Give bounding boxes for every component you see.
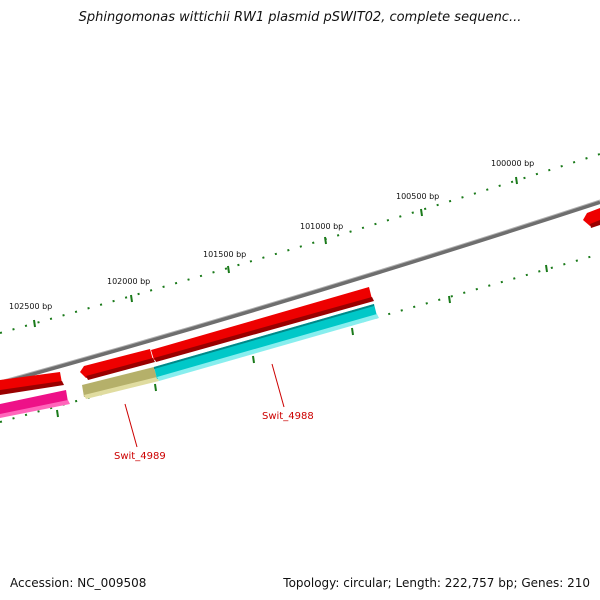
forward-feature[interactable] bbox=[0, 372, 64, 395]
outer-tick-ring bbox=[0, 153, 600, 334]
forward-feature[interactable] bbox=[151, 287, 374, 362]
gene-callout-line bbox=[124, 403, 138, 448]
reverse-feature-olive[interactable] bbox=[82, 367, 159, 399]
major-ticks bbox=[33, 176, 548, 418]
forward-feature[interactable] bbox=[583, 208, 600, 228]
gene-label-swit-4989[interactable]: Swit_4989 bbox=[114, 451, 166, 462]
tick-label: 102000 bp bbox=[107, 277, 150, 286]
backbone-line bbox=[0, 200, 600, 385]
gene-label-swit-4988[interactable]: Swit_4988 bbox=[262, 411, 314, 422]
map-title: Sphingomonas wittichii RW1 plasmid pSWIT… bbox=[78, 10, 522, 25]
topology-summary: Topology: circular; Length: 222,757 bp; … bbox=[283, 576, 590, 590]
gene-callout-line bbox=[271, 363, 285, 408]
forward-feature[interactable] bbox=[80, 349, 155, 380]
tick-label: 100000 bp bbox=[491, 159, 534, 168]
reverse-feature-cyan[interactable] bbox=[154, 304, 379, 381]
tick-label: 100500 bp bbox=[396, 192, 439, 201]
accession-text: Accession: NC_009508 bbox=[10, 576, 147, 590]
tick-label: 101000 bp bbox=[300, 222, 343, 231]
tick-label: 102500 bp bbox=[9, 302, 52, 311]
reverse-feature-pink[interactable] bbox=[0, 390, 70, 418]
tick-label: 101500 bp bbox=[203, 250, 246, 259]
